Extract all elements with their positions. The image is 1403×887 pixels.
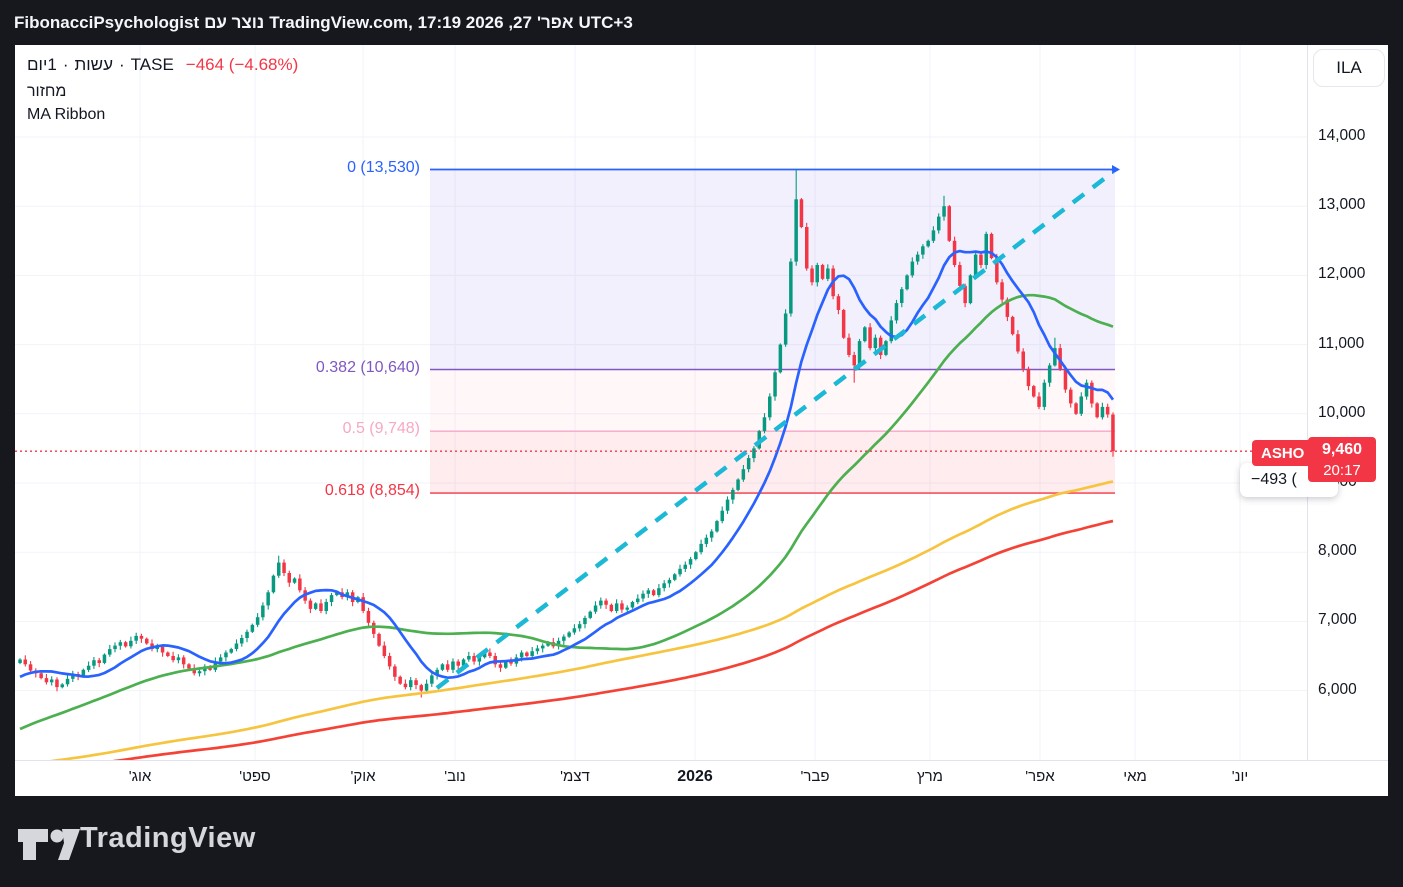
bar-countdown: 20:17 bbox=[1323, 461, 1361, 479]
price-tick: 8,000 bbox=[1318, 542, 1357, 560]
price-scale[interactable] bbox=[1307, 45, 1388, 796]
fib-level-label[interactable]: 0 (13,530) bbox=[347, 158, 420, 176]
site-and-time-text: TradingView.com, 17:19 2026 ,27 bbox=[269, 12, 532, 32]
price-tick: 10,000 bbox=[1318, 403, 1366, 421]
time-axis[interactable] bbox=[15, 760, 1388, 796]
month-label: אפר' bbox=[1025, 768, 1055, 785]
chart-legend: 1יום · עשות · TASE −464 (−4.68%) מחזור M… bbox=[27, 52, 298, 124]
volume-indicator-legend[interactable]: מחזור bbox=[27, 83, 67, 100]
separator-dot: · bbox=[118, 55, 125, 74]
month-label: דצמ' bbox=[560, 768, 590, 785]
symbol-legend-row[interactable]: 1יום · עשות · TASE −464 (−4.68%) bbox=[27, 52, 298, 78]
symbol-price-badge: ASHO bbox=[1252, 440, 1314, 466]
last-price-badge: 9,460 20:17 bbox=[1308, 437, 1376, 482]
price-tick: 11,000 bbox=[1318, 334, 1365, 352]
price-chart-canvas[interactable] bbox=[15, 45, 1307, 760]
month-label: ספט' bbox=[239, 768, 271, 785]
price-tick: 13,000 bbox=[1318, 196, 1366, 214]
interval-label: 1יום bbox=[27, 55, 57, 74]
exchange-label: TASE bbox=[130, 55, 174, 74]
price-tick: 12,000 bbox=[1318, 265, 1366, 283]
fib-level-label[interactable]: 0.618 (8,854) bbox=[324, 482, 420, 500]
change-value: −464 (−4.68%) bbox=[185, 55, 299, 74]
month-label: מרץ bbox=[917, 768, 943, 785]
month-label: פבר' bbox=[800, 768, 830, 785]
month-label: נוב' bbox=[444, 768, 466, 785]
fib-level-label[interactable]: 0.382 (10,640) bbox=[315, 358, 420, 376]
price-tick: 7,000 bbox=[1318, 611, 1357, 629]
footer-bar: TradingView bbox=[0, 796, 1403, 887]
month-label: מאי bbox=[1123, 768, 1147, 785]
made-with-text: נוצר עם bbox=[204, 12, 265, 32]
month-label: אוג' bbox=[128, 768, 152, 785]
chart-card: 1יום · עשות · TASE −464 (−4.68%) מחזור M… bbox=[15, 45, 1388, 796]
month-abbr-text: אפר' bbox=[536, 12, 574, 32]
price-tick: 14,000 bbox=[1318, 127, 1366, 144]
currency-toggle-button[interactable]: ILA bbox=[1313, 49, 1385, 87]
author-name: FibonacciPsychologist bbox=[14, 12, 200, 32]
last-price-value: 9,460 bbox=[1321, 441, 1363, 458]
tradingview-wordmark[interactable]: TradingView bbox=[80, 822, 256, 854]
tradingview-icon[interactable] bbox=[18, 829, 80, 861]
snapshot-title-bar: FibonacciPsychologist נוצר עם TradingVie… bbox=[0, 0, 1403, 45]
separator-dot: · bbox=[62, 55, 69, 74]
price-tick: 6,000 bbox=[1318, 680, 1357, 698]
month-label: אוק' bbox=[350, 768, 376, 785]
month-label: יונ' bbox=[1231, 768, 1249, 785]
ma-ribbon-legend[interactable]: MA Ribbon bbox=[27, 106, 106, 123]
month-label: 2026 bbox=[677, 768, 713, 785]
fib-level-label[interactable]: 0.5 (9,748) bbox=[342, 420, 420, 438]
symbol-label: עשות bbox=[74, 55, 113, 74]
timezone-text: UTC+3 bbox=[578, 12, 633, 32]
